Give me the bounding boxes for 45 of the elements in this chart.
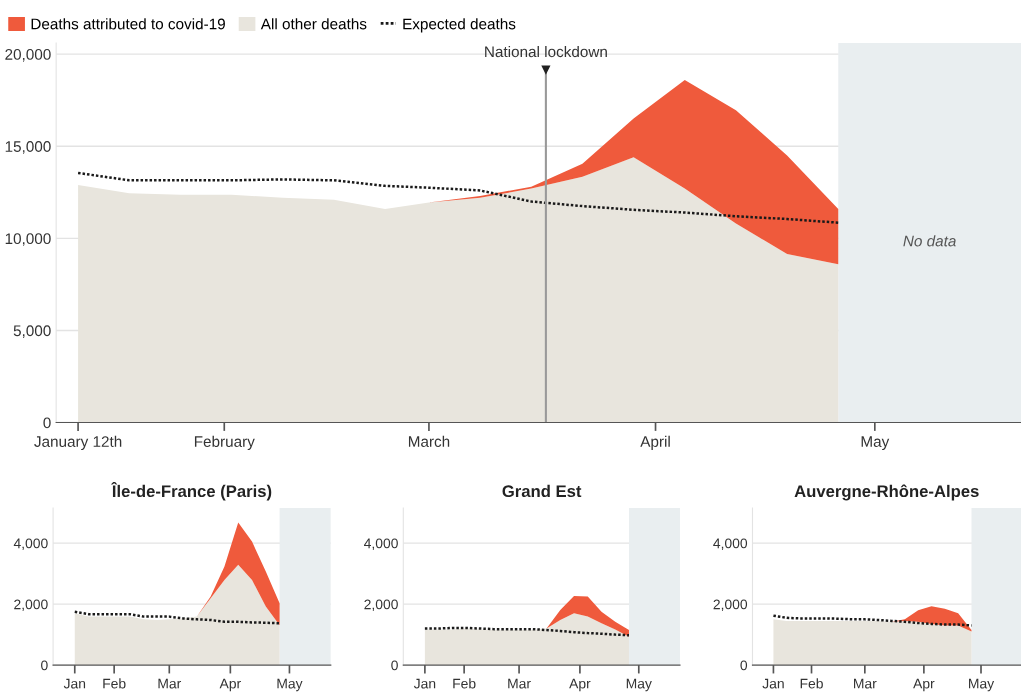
- legend-label: All other deaths: [260, 18, 367, 30]
- x-tick-label: March: [408, 435, 450, 447]
- y-tick-label: 0: [740, 660, 748, 671]
- x-tick-label: Apr: [219, 678, 241, 692]
- y-tick-label: 0: [391, 660, 398, 671]
- x-tick-label: Feb: [103, 678, 126, 689]
- legend-label: Deaths attributed to covid-19: [31, 18, 225, 30]
- chart-title: Île-de-France (Paris): [111, 482, 272, 501]
- x-tick-label: Mar: [508, 678, 531, 689]
- x-tick-label: Apr: [913, 678, 935, 692]
- y-tick-label: 10,000: [5, 233, 51, 246]
- x-tick-label: May: [277, 678, 303, 692]
- chart-title: Auvergne-Rhône-Alpes: [794, 484, 979, 501]
- y-tick-label: 2,000: [713, 599, 748, 611]
- x-tick-label: May: [861, 436, 890, 450]
- x-tick-label: Jan: [63, 678, 86, 689]
- x-tick-label: April: [640, 435, 670, 450]
- x-tick-label: Mar: [158, 678, 182, 689]
- x-tick-label: February: [194, 435, 255, 450]
- y-tick-label: 2,000: [364, 599, 398, 611]
- line-series: [772, 614, 973, 627]
- line-series: [423, 626, 631, 637]
- y-tick-label: 4,000: [13, 538, 48, 550]
- y-tick-label: 0: [43, 417, 51, 429]
- x-tick-label: May: [626, 678, 652, 692]
- x-tick-label: Apr: [569, 678, 591, 692]
- y-tick-label: 0: [41, 660, 48, 671]
- x-tick-label: Mar: [854, 678, 877, 689]
- band-label: No data: [903, 235, 956, 247]
- legend-label: Expected deaths: [403, 18, 516, 33]
- y-tick-label: 4,000: [364, 538, 398, 550]
- x-tick-label: Feb: [453, 678, 476, 689]
- x-tick-label: January 12th: [34, 435, 122, 450]
- x-tick-label: May: [969, 678, 995, 692]
- x-tick-label: Feb: [800, 678, 823, 689]
- y-tick-label: 2,000: [14, 599, 48, 611]
- y-tick-label: 20,000: [5, 49, 51, 62]
- chart-title: Grand Est: [502, 484, 582, 498]
- y-tick-label: 5,000: [13, 325, 51, 338]
- ref-line-label: National lockdown: [485, 45, 607, 58]
- line-series: [73, 610, 281, 625]
- x-tick-label: Jan: [762, 678, 784, 689]
- y-tick-label: 4,000: [713, 538, 748, 550]
- x-tick-label: Jan: [413, 678, 436, 689]
- y-tick-label: 15,000: [5, 141, 51, 154]
